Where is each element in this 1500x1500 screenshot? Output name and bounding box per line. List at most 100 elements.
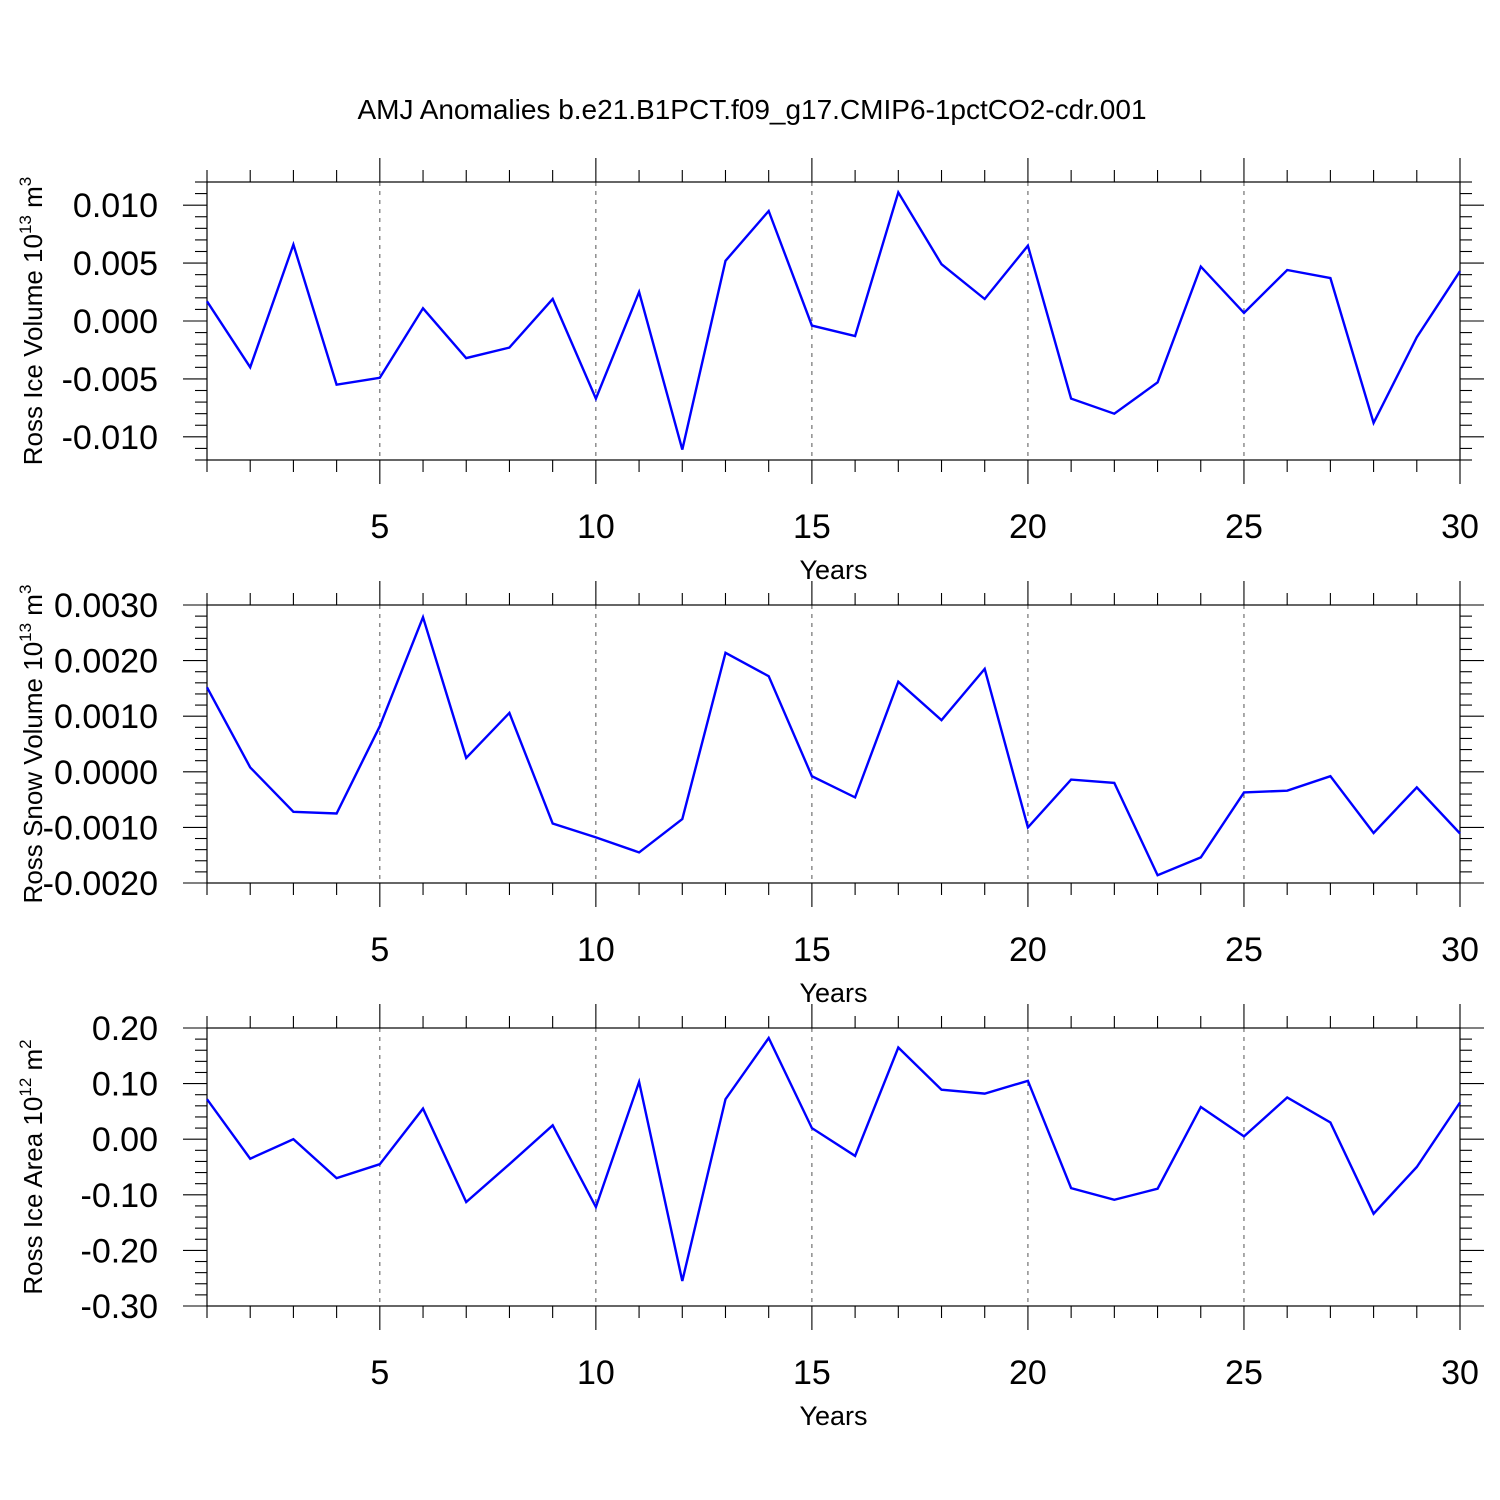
data-point — [1156, 380, 1160, 384]
data-point — [1199, 265, 1203, 269]
x-tick-label: 30 — [1441, 931, 1479, 969]
panel-3: 5 10 15 20 25 30 Years 0.20 0.10 0.00 -0.10 -0.20 -0… — [16, 1004, 1484, 1431]
data-point — [1069, 1186, 1073, 1190]
data-point — [1199, 1105, 1203, 1109]
x-tick-label: 15 — [793, 931, 831, 969]
y-tick-label: 0.0000 — [54, 754, 158, 792]
data-point — [335, 1176, 339, 1180]
data-point — [1328, 774, 1332, 778]
data-point — [637, 1080, 641, 1084]
y-axis-label: Ross Snow Volume 1013 m3 — [16, 585, 48, 904]
x-tick-label: 15 — [793, 1354, 831, 1392]
data-point — [896, 190, 900, 194]
data-point — [767, 1036, 771, 1040]
data-point — [1458, 269, 1462, 273]
data-point — [1458, 832, 1462, 836]
panel-2-frame — [206, 604, 1461, 884]
data-point — [291, 810, 295, 814]
panel-1-frame — [206, 181, 1461, 461]
data-point — [896, 1045, 900, 1049]
data-point — [464, 1200, 468, 1204]
data-point — [205, 685, 209, 689]
data-point — [248, 365, 252, 369]
data-point — [680, 1279, 684, 1283]
data-point — [853, 334, 857, 338]
data-point — [464, 756, 468, 760]
y-tick-label: -0.20 — [81, 1232, 159, 1270]
x-tick-label: 15 — [793, 508, 831, 546]
y-tick-label: 0.10 — [92, 1066, 158, 1104]
data-point — [637, 850, 641, 854]
data-point — [723, 651, 727, 655]
x-tick-label: 5 — [370, 931, 389, 969]
x-tick-label: 20 — [1009, 508, 1047, 546]
x-tick-label: 25 — [1225, 1354, 1263, 1392]
data-point — [1285, 789, 1289, 793]
data-point — [551, 822, 555, 826]
y-tick-label: 0.20 — [92, 1010, 158, 1048]
x-axis-label: Years — [799, 978, 867, 1008]
data-point — [1372, 421, 1376, 425]
data-point — [767, 209, 771, 213]
data-point — [335, 812, 339, 816]
panel-1-data-points — [205, 190, 1462, 451]
data-point — [1069, 778, 1073, 782]
data-point — [940, 718, 944, 722]
data-point — [767, 674, 771, 678]
y-tick-label: -0.30 — [81, 1288, 159, 1326]
data-point — [594, 397, 598, 401]
panel-3-series-line — [206, 1035, 1461, 1282]
data-point — [853, 795, 857, 799]
data-point — [1415, 335, 1419, 339]
data-point — [551, 1123, 555, 1127]
data-point — [810, 324, 814, 328]
panel-2-series-line — [205, 613, 1461, 877]
panel-1: 5 10 15 20 25 30 Years 0.010 0.005 0.000 -0.005 -0.… — [16, 158, 1484, 585]
y-tick-label: -0.0010 — [43, 809, 158, 847]
panel-1-x-ticks — [206, 158, 1461, 484]
data-point — [1199, 855, 1203, 859]
data-point — [853, 1154, 857, 1158]
data-point — [1242, 311, 1246, 315]
data-point — [940, 1088, 944, 1092]
data-point — [291, 1137, 295, 1141]
data-point — [421, 1107, 425, 1111]
x-axis-label: Years — [799, 1401, 867, 1431]
panel-2-y-ticks — [183, 604, 1484, 884]
data-point — [680, 448, 684, 452]
data-point — [1156, 1187, 1160, 1191]
panel-3-x-ticks — [206, 1004, 1461, 1330]
data-point — [1328, 276, 1332, 280]
x-tick-label: 10 — [577, 508, 615, 546]
data-point — [1415, 1165, 1419, 1169]
y-tick-label: -0.010 — [62, 419, 158, 457]
panel-3-frame — [206, 1027, 1461, 1307]
data-point — [1328, 1121, 1332, 1125]
data-point — [378, 376, 382, 380]
y-axis-label: Ross Ice Area 1012 m2 — [16, 1039, 48, 1294]
data-point — [1285, 268, 1289, 272]
data-point — [248, 765, 252, 769]
data-point — [1112, 412, 1116, 416]
data-point — [1372, 1212, 1376, 1216]
panel-2: 5 10 15 20 25 30 Years 0.0030 0.0020 0.0010 0.0000… — [16, 581, 1484, 1008]
data-point — [594, 835, 598, 839]
chart-title: AMJ Anomalies b.e21.B1PCT.f09_g17.CMIP6-… — [357, 94, 1146, 125]
x-tick-label: 30 — [1441, 1354, 1479, 1392]
y-tick-label: 0.0030 — [54, 587, 158, 625]
data-point — [1242, 1134, 1246, 1138]
data-point — [896, 680, 900, 684]
y-tick-label: -0.10 — [81, 1177, 159, 1215]
x-tick-label: 5 — [370, 508, 389, 546]
data-point — [723, 259, 727, 263]
data-point — [680, 817, 684, 821]
data-point — [421, 306, 425, 310]
x-tick-label: 10 — [577, 931, 615, 969]
x-tick-label: 25 — [1225, 508, 1263, 546]
data-point — [507, 346, 511, 350]
data-point — [1112, 1198, 1116, 1202]
data-point — [507, 711, 511, 715]
data-point — [421, 615, 425, 619]
data-point — [810, 1126, 814, 1130]
